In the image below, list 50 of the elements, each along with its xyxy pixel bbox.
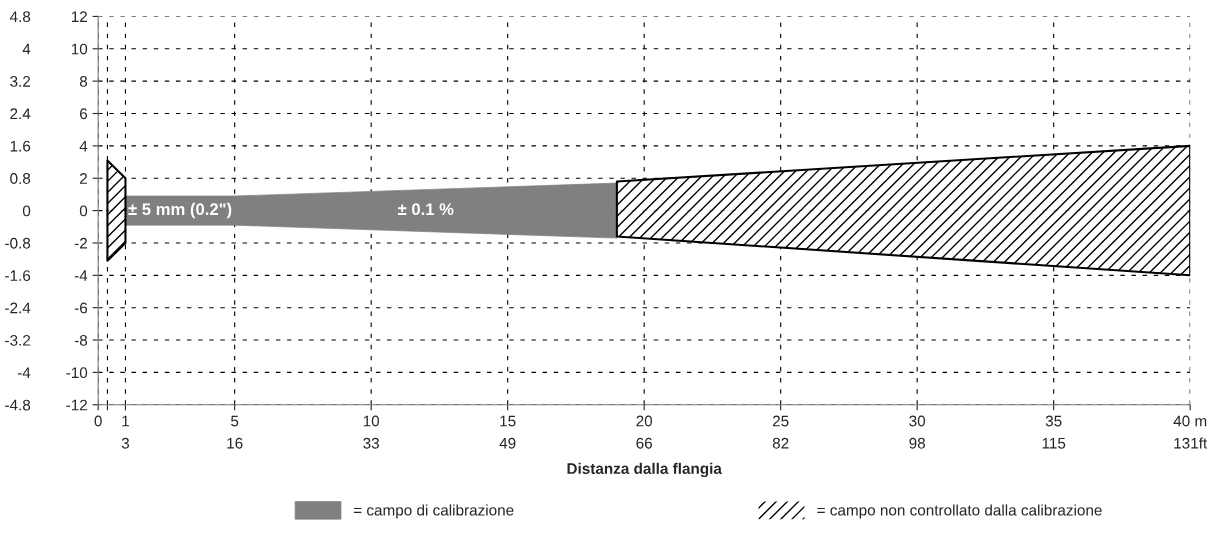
y2-tick-label: 4.8 <box>9 11 31 23</box>
y2-tick-label: 0.8 <box>10 173 31 184</box>
y-tick-label: -12 <box>66 399 87 411</box>
y2-tick-label: -3.2 <box>5 334 31 346</box>
y-tick-label: 4 <box>79 140 88 152</box>
x-tick-label: 35 <box>1045 415 1062 427</box>
y2-tick-label: 3.2 <box>10 76 31 87</box>
y-tick-label: 8 <box>79 76 88 87</box>
x-axis-title: Distanza dalla flangia <box>567 462 722 478</box>
y-tick-label: -2 <box>74 237 87 249</box>
y-tick-label: 6 <box>80 108 88 120</box>
x2-tick-label: 66 <box>636 437 652 449</box>
x2-tick-label: 49 <box>499 437 516 449</box>
legend-label: = campo non controllato dalla calibrazione <box>817 504 1102 519</box>
y-tick-label: 12 <box>71 11 87 22</box>
x2-tick-label: 3 <box>121 437 130 449</box>
annotation: ± 5 mm (0.2") <box>128 202 232 219</box>
x-tick-label: 40 m <box>1173 415 1207 427</box>
y2-tick-label: 1.6 <box>10 140 31 152</box>
x-tick-label: 25 <box>772 415 789 427</box>
annotation: ± 0.1 % <box>397 203 454 216</box>
y2-tick-label: -4.8 <box>5 399 31 411</box>
legend-label: = campo di calibrazione <box>353 504 514 519</box>
x-tick-label: 1 <box>122 415 129 427</box>
x2-tick-label: 33 <box>363 437 379 449</box>
y2-tick-label: -4 <box>17 367 31 378</box>
x-tick-label: 15 <box>500 415 516 427</box>
y-tick-label: -10 <box>66 367 88 379</box>
y-tick-label: -6 <box>74 302 88 314</box>
y2-tick-label: -0.8 <box>5 237 31 249</box>
x-tick-label: 10 <box>363 415 380 427</box>
y2-tick-label: 2.4 <box>10 108 31 120</box>
y-tick-label: 10 <box>71 43 88 55</box>
x-tick-label: 0 <box>94 415 102 427</box>
x2-tick-label: 131ft <box>1174 437 1208 449</box>
x-tick-label: 30 <box>909 415 926 427</box>
y-tick-label: -4 <box>74 270 88 281</box>
y-tick-label: -8 <box>74 334 88 346</box>
y-tick-label: 0 <box>79 205 88 217</box>
x2-tick-label: 98 <box>909 437 926 449</box>
y2-tick-label: 0 <box>22 205 31 217</box>
y2-tick-label: -2.4 <box>5 302 31 314</box>
y2-tick-label: -1.6 <box>5 270 31 282</box>
x-tick-label: 20 <box>636 415 653 427</box>
x2-tick-label: 16 <box>227 437 243 449</box>
x-tick-label: 5 <box>231 415 239 427</box>
y2-tick-label: 4 <box>22 43 31 55</box>
x2-tick-label: 115 <box>1042 437 1066 449</box>
x2-tick-label: 82 <box>772 437 789 449</box>
y-tick-label: 2 <box>80 173 87 184</box>
